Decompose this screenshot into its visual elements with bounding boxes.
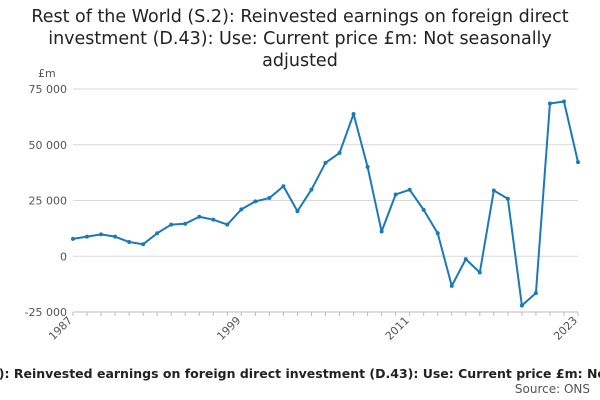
data-point <box>113 234 118 239</box>
data-point <box>351 111 356 116</box>
data-point <box>491 188 496 193</box>
data-point <box>477 270 482 275</box>
data-point <box>127 239 132 244</box>
data-point <box>71 236 75 241</box>
data-point <box>449 283 454 288</box>
data-point <box>421 207 426 212</box>
y-tick-label: 0 <box>60 250 67 263</box>
data-point <box>323 160 328 165</box>
data-point <box>225 222 230 227</box>
data-point <box>337 151 342 156</box>
y-axis-label: £m <box>38 67 56 80</box>
legend: Rest of the World (S.2): Reinvested earn… <box>0 366 600 383</box>
data-point <box>407 187 412 192</box>
data-point <box>239 207 244 212</box>
data-point <box>281 184 286 189</box>
data-point <box>576 160 580 165</box>
data-point <box>197 214 202 219</box>
data-point <box>533 291 538 296</box>
data-point <box>253 199 258 204</box>
data-point <box>141 242 146 247</box>
y-tick-label: 25 000 <box>29 195 68 208</box>
y-tick-label: -25 000 <box>25 306 67 319</box>
data-point <box>155 231 160 236</box>
data-point <box>365 164 370 169</box>
x-tick-label: 1999 <box>214 314 243 343</box>
data-point <box>309 187 314 192</box>
data-point <box>393 192 398 197</box>
data-point <box>99 232 104 237</box>
x-tick-label: 2023 <box>551 314 580 343</box>
data-point <box>267 196 272 201</box>
series-line <box>72 100 579 307</box>
data-point <box>435 231 440 236</box>
source-note: Source: ONS <box>514 382 590 396</box>
data-point <box>463 257 468 262</box>
data-point <box>561 99 566 104</box>
data-point <box>547 101 552 106</box>
data-point <box>505 196 510 201</box>
data-point <box>169 222 174 227</box>
chart-title: Rest of the World (S.2): Reinvested earn… <box>31 7 569 71</box>
y-tick-label: 75 000 <box>29 83 68 96</box>
data-point <box>211 217 216 222</box>
data-point <box>379 229 384 234</box>
x-tick-label: 2011 <box>383 314 412 343</box>
data-point <box>519 303 524 308</box>
y-tick-label: 50 000 <box>29 139 68 152</box>
legend-label: Rest of the World (S.2): Reinvested earn… <box>0 366 600 381</box>
data-point <box>183 221 188 226</box>
data-point <box>85 234 90 239</box>
data-point <box>295 209 300 214</box>
